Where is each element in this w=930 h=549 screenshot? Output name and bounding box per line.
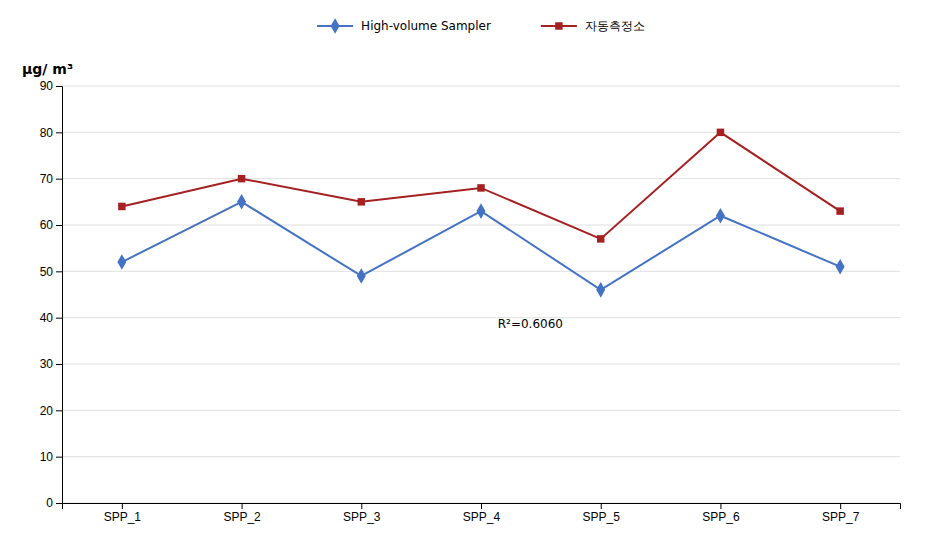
point	[237, 194, 246, 210]
x-tick: SPP_1	[104, 503, 142, 524]
x-tick: SPP_4	[463, 503, 501, 524]
grid-line	[62, 86, 900, 87]
y-tick-mark	[56, 179, 62, 180]
x-tick-mark	[122, 503, 123, 509]
y-axis-line	[56, 87, 63, 504]
y-tick-label: 40	[40, 311, 54, 325]
y-tick-label: 50	[40, 265, 54, 279]
x-tick: SPP_5	[583, 503, 621, 524]
legend-label: High-volume Sampler	[361, 19, 491, 33]
y-tick: 70	[40, 172, 62, 186]
point	[597, 235, 604, 242]
y-tick: 0	[46, 496, 62, 510]
marks	[117, 129, 844, 298]
y-tick-mark	[56, 225, 62, 226]
y-tick: 50	[40, 265, 62, 279]
series	[118, 129, 844, 243]
x-tick-label: SPP_4	[463, 510, 501, 524]
line	[122, 202, 840, 290]
point	[357, 268, 366, 284]
chart: SPP_1 SPP_2 SPP_3 SPP_4 SPP_5 SPP_6 SPP_7 0 10 20…	[0, 0, 930, 549]
point	[118, 203, 125, 210]
y-tick-mark	[56, 410, 62, 411]
y-tick-label: 10	[40, 450, 54, 464]
y-tick: 10	[40, 450, 62, 464]
point	[716, 208, 725, 224]
point	[836, 259, 845, 275]
point	[117, 254, 126, 270]
plot: SPP_1 SPP_2 SPP_3 SPP_4 SPP_5 SPP_6 SPP_7 0 10 20…	[40, 79, 901, 523]
y-tick-mark	[56, 318, 62, 319]
grid-line	[62, 456, 900, 457]
y-tick: 20	[40, 404, 62, 418]
legend-label: 자동측정소	[585, 19, 645, 33]
grid-line	[62, 317, 900, 318]
legend-item: 자동측정소	[541, 19, 645, 33]
x-tick-mark	[242, 503, 243, 509]
y-tick-mark	[56, 503, 62, 504]
line	[122, 132, 840, 239]
grid-line	[62, 225, 900, 226]
x-tick: SPP_6	[702, 503, 740, 524]
x-axis: SPP_1 SPP_2 SPP_3 SPP_4 SPP_5 SPP_6 SPP_7	[63, 503, 901, 524]
point	[717, 129, 724, 136]
x-tick-mark	[361, 503, 362, 509]
grid	[62, 86, 900, 503]
y-tick-label: 80	[40, 126, 54, 140]
y-tick-mark	[56, 364, 62, 365]
y-tick-mark	[56, 457, 62, 458]
grid-line	[62, 271, 900, 272]
point	[358, 198, 365, 205]
point	[477, 203, 486, 219]
grid-line	[62, 410, 900, 411]
x-tick-label: SPP_5	[583, 510, 621, 524]
x-tick-label: SPP_7	[822, 510, 860, 524]
y-axis: 0 10 20 30 40 50 60 70 80 90	[40, 79, 63, 510]
x-tick-mark	[840, 503, 841, 509]
y-tick-label: 60	[40, 218, 54, 232]
grid-line	[62, 178, 900, 179]
x-tick-label: SPP_6	[702, 510, 740, 524]
y-tick: 80	[40, 126, 62, 140]
y-tick-mark	[56, 271, 62, 272]
y-tick-label: 30	[40, 357, 54, 371]
series	[117, 194, 844, 298]
point	[238, 175, 245, 182]
x-tick-label: SPP_1	[104, 510, 142, 524]
grid-line	[62, 364, 900, 365]
grid-line	[62, 132, 900, 133]
x-tick-mark	[720, 503, 721, 509]
y-tick-label: 20	[40, 404, 54, 418]
y-tick: 90	[40, 79, 62, 93]
y-tick-mark	[56, 86, 62, 87]
x-tick: SPP_2	[223, 503, 261, 524]
point	[477, 184, 484, 191]
legend-marker	[331, 18, 340, 34]
legend: High-volume Sampler 자동측정소	[317, 18, 645, 34]
legend-marker	[555, 22, 562, 29]
y-tick-label: 90	[40, 79, 54, 93]
x-tick-mark	[481, 503, 482, 509]
x-tick-label: SPP_3	[343, 510, 381, 524]
y-tick-label: 0	[46, 496, 53, 510]
x-tick: SPP_3	[343, 503, 381, 524]
y-axis-title: μg/ m³	[22, 61, 73, 77]
annotation: R²=0.6060	[498, 317, 563, 331]
x-tick: SPP_7	[822, 503, 860, 524]
y-tick: 40	[40, 311, 62, 325]
y-tick: 30	[40, 357, 62, 371]
x-axis-line	[63, 504, 901, 510]
point	[596, 282, 605, 298]
point	[836, 207, 843, 214]
legend-item: High-volume Sampler	[317, 18, 491, 34]
x-tick-label: SPP_2	[223, 510, 261, 524]
x-tick-mark	[601, 503, 602, 509]
y-tick-mark	[56, 132, 62, 133]
y-tick-label: 70	[40, 172, 54, 186]
y-tick: 60	[40, 218, 62, 232]
